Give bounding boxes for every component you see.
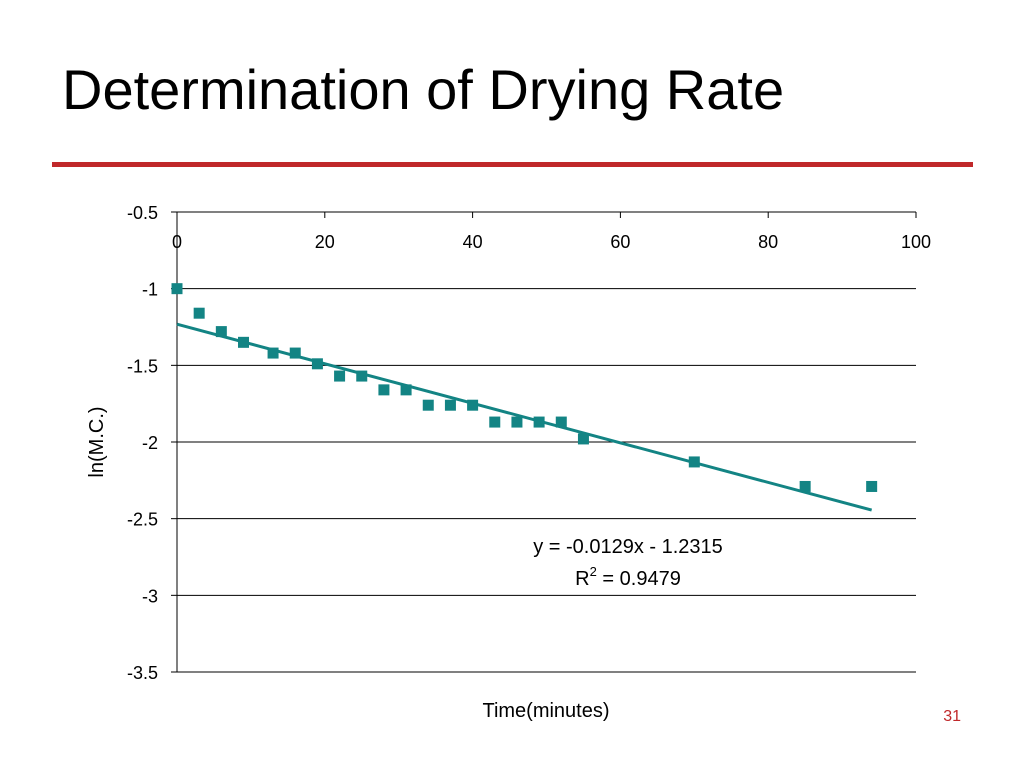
x-tick-labels: 0 20 40 60 80 100 bbox=[172, 232, 931, 252]
slide-title: Determination of Drying Rate bbox=[62, 58, 785, 121]
y-tick-label: -2.5 bbox=[127, 510, 158, 530]
trendline bbox=[176, 322, 873, 512]
data-point bbox=[555, 416, 567, 428]
r-squared-superscript: 2 bbox=[590, 564, 597, 579]
x-tick-label: 0 bbox=[172, 232, 182, 252]
data-point bbox=[511, 416, 523, 428]
data-point bbox=[215, 326, 227, 338]
data-point bbox=[688, 456, 700, 468]
r-squared-value: = 0.9479 bbox=[597, 568, 681, 590]
y-tick-label: -3.5 bbox=[127, 663, 158, 683]
y-tick-labels: -0.5 -1 -1.5 -2 -2.5 -3 -3.5 bbox=[127, 203, 158, 683]
data-point bbox=[467, 399, 479, 411]
x-tick-marks bbox=[176, 212, 917, 218]
data-point bbox=[444, 399, 456, 411]
data-point bbox=[267, 347, 279, 359]
r-squared-label: R2 = 0.9479 bbox=[575, 564, 681, 590]
x-tick-label: 20 bbox=[315, 232, 335, 252]
y-tick-label: -2 bbox=[142, 433, 158, 453]
x-axis-title: Time(minutes) bbox=[482, 700, 609, 722]
data-point bbox=[238, 336, 250, 348]
data-point bbox=[577, 433, 589, 445]
y-tick-label: -1.5 bbox=[127, 356, 158, 376]
data-point bbox=[356, 370, 368, 382]
data-point bbox=[171, 283, 183, 295]
data-point bbox=[311, 358, 323, 370]
x-tick-label: 100 bbox=[901, 232, 931, 252]
y-tick-marks bbox=[171, 211, 177, 673]
data-point bbox=[193, 307, 205, 319]
data-point bbox=[866, 480, 878, 492]
y-tick-label: -1 bbox=[142, 280, 158, 300]
x-tick-label: 80 bbox=[758, 232, 778, 252]
data-point bbox=[400, 384, 412, 396]
data-point bbox=[334, 370, 346, 382]
y-tick-label: -0.5 bbox=[127, 203, 158, 223]
data-point bbox=[422, 399, 434, 411]
data-point bbox=[289, 347, 301, 359]
data-point bbox=[378, 384, 390, 396]
x-tick-label: 60 bbox=[610, 232, 630, 252]
data-point bbox=[533, 416, 545, 428]
gridlines bbox=[177, 211, 916, 673]
trendline-equation: y = -0.0129x - 1.2315 bbox=[533, 536, 723, 558]
y-tick-label: -3 bbox=[142, 586, 158, 606]
x-tick-label: 40 bbox=[463, 232, 483, 252]
r-squared-symbol: R bbox=[575, 568, 589, 590]
data-point bbox=[799, 480, 811, 492]
title-divider bbox=[52, 162, 973, 167]
data-points bbox=[171, 283, 878, 492]
y-axis-title: ln(M.C.) bbox=[86, 406, 108, 477]
data-point bbox=[489, 416, 501, 428]
slide-number: 31 bbox=[943, 708, 961, 725]
